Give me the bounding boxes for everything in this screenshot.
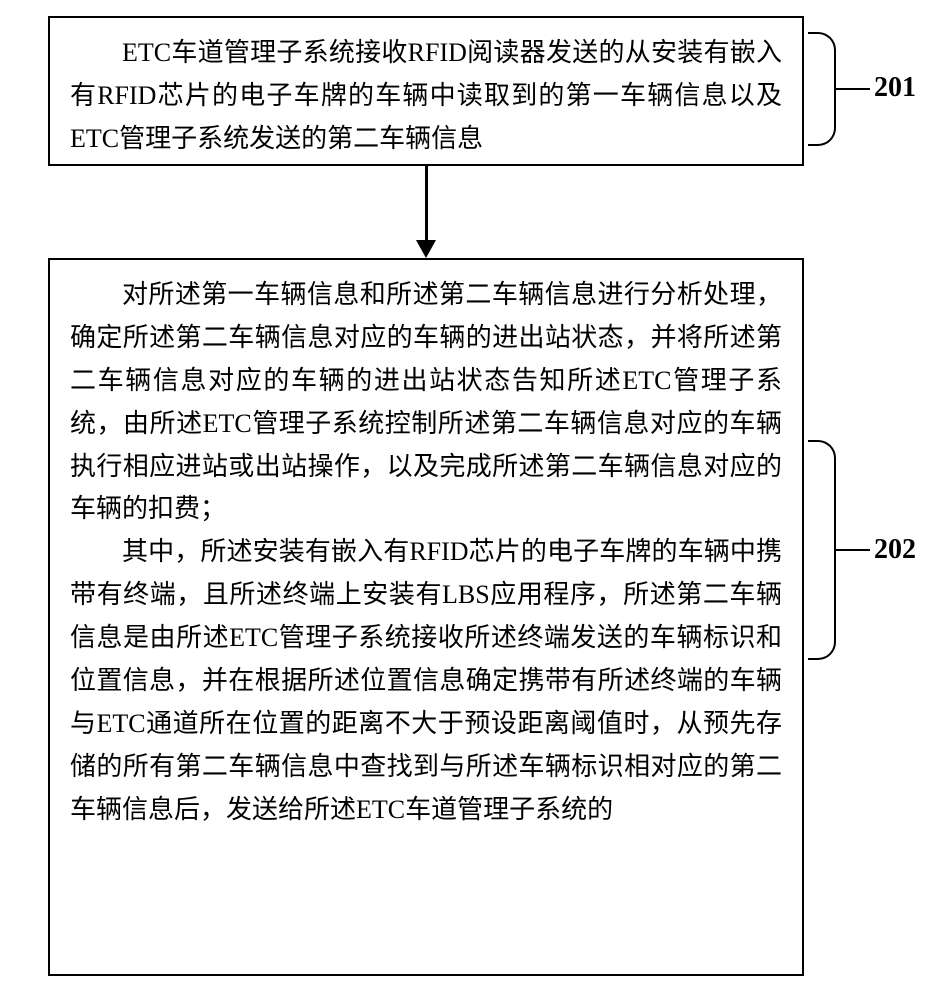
bracket-202 <box>808 440 836 660</box>
node-201-text: ETC车道管理子系统接收RFID阅读器发送的从安装有嵌入有RFID芯片的电子车牌… <box>70 32 782 161</box>
flowchart-node-202: 对所述第一车辆信息和所述第二车辆信息进行分析处理，确定所述第二车辆信息对应的车辆… <box>48 258 804 976</box>
bracket-stem-202 <box>836 549 870 551</box>
label-202: 202 <box>874 534 916 566</box>
node-202-para1: 对所述第一车辆信息和所述第二车辆信息进行分析处理，确定所述第二车辆信息对应的车辆… <box>70 274 782 531</box>
flowchart-node-201: ETC车道管理子系统接收RFID阅读器发送的从安装有嵌入有RFID芯片的电子车牌… <box>48 16 804 166</box>
edge-201-202-arrow <box>416 240 436 258</box>
bracket-stem-201 <box>836 88 870 90</box>
bracket-201 <box>808 32 836 146</box>
label-201: 201 <box>874 72 916 104</box>
edge-201-202-line <box>425 166 428 240</box>
node-202-para2: 其中，所述安装有嵌入有RFID芯片的电子车牌的车辆中携带有终端，且所述终端上安装… <box>70 531 782 831</box>
